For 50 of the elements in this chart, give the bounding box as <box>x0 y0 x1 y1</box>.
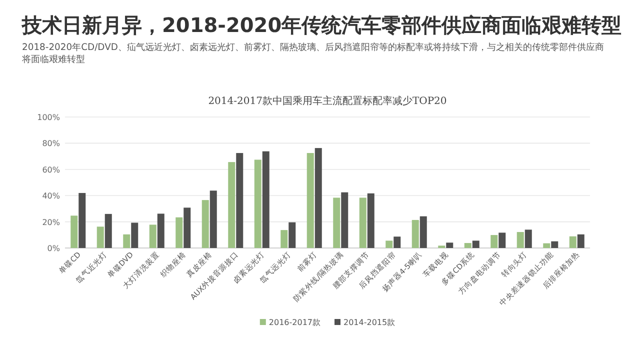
y-tick-label: 0% <box>47 244 60 253</box>
bar <box>394 236 401 248</box>
text: 2014-2017款中国乘用车主流配置标配率减少TOP20 <box>208 95 447 107</box>
bar <box>176 217 183 248</box>
bar <box>131 222 138 248</box>
chart-subtitle: 2018-2020年CD/DVD、疝气远近光灯、卤素远光灯、前雾灯、隔热玻璃、后风挡遮阳帘等的标配率或将持续下滑，与之相关的传统零部件供应商将面临艰难转型 <box>21 42 604 65</box>
bar <box>280 230 288 248</box>
bar <box>184 208 191 248</box>
bar <box>78 192 86 248</box>
bar <box>341 192 348 248</box>
y-tick-label: 60% <box>42 165 60 174</box>
bar <box>464 243 472 248</box>
bar <box>386 240 393 248</box>
bar <box>333 198 340 248</box>
bar <box>569 236 576 248</box>
bar <box>516 232 524 248</box>
bar <box>446 242 454 248</box>
y-tick-label: 100% <box>37 113 60 122</box>
bar <box>202 200 209 248</box>
bar <box>577 234 584 248</box>
y-tick-label: 20% <box>42 218 60 227</box>
bar <box>359 198 366 248</box>
bar <box>228 162 236 248</box>
bar <box>314 148 322 248</box>
bar <box>262 151 270 248</box>
bar <box>306 153 314 248</box>
bar <box>123 234 130 248</box>
bar <box>367 193 374 248</box>
bar <box>236 153 244 248</box>
bar <box>70 216 78 248</box>
bar <box>96 226 104 248</box>
y-tick-label: 80% <box>42 139 60 148</box>
bar <box>524 230 532 248</box>
bar <box>420 216 427 248</box>
bar <box>254 160 262 248</box>
chart-title: 技术日新月异，2018-2020年传统汽车零部件供应商面临艰难转型 <box>21 13 622 37</box>
bar <box>288 222 296 248</box>
legend-label: 2014-2015款 <box>344 318 396 327</box>
bar <box>472 240 480 248</box>
bar <box>104 214 112 248</box>
bar <box>210 190 217 248</box>
bar <box>498 232 506 248</box>
y-tick-label: 40% <box>42 192 60 201</box>
bar <box>157 214 164 248</box>
bar <box>551 241 558 248</box>
bar <box>543 243 550 248</box>
bar <box>412 220 419 248</box>
legend-label: 2016-2017款 <box>268 318 320 327</box>
bar <box>490 235 498 248</box>
bar <box>149 224 156 248</box>
